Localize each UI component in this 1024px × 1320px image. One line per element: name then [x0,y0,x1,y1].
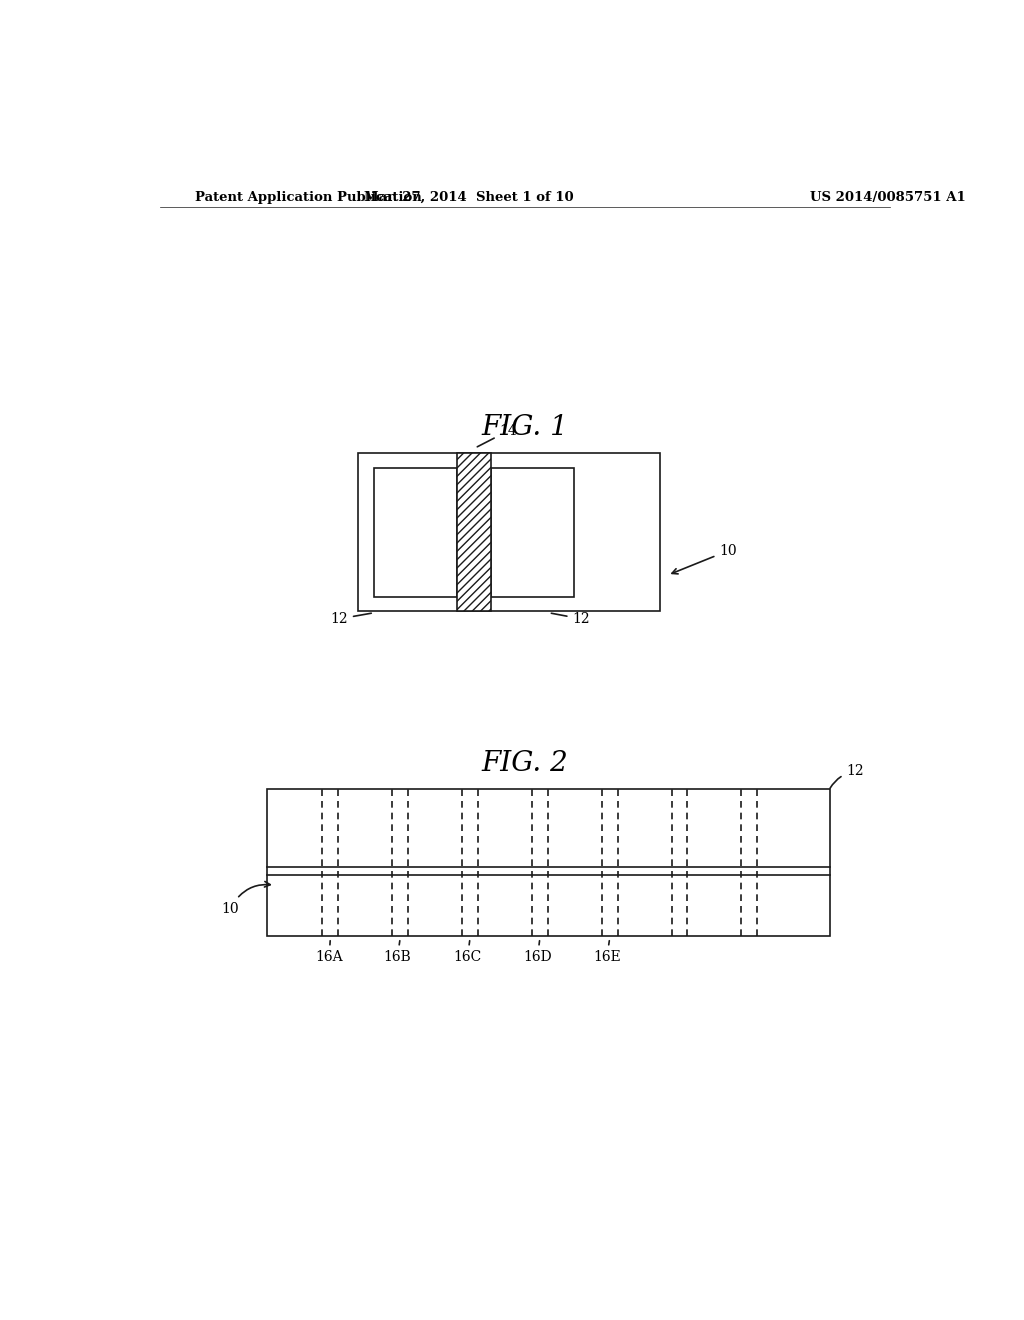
Bar [490,469,574,598]
Bar [267,788,830,936]
Text: US 2014/0085751 A1: US 2014/0085751 A1 [811,190,967,203]
Text: 10: 10 [672,544,737,574]
Text: 12: 12 [830,764,864,788]
Text: 14: 14 [477,424,517,446]
Text: 16B: 16B [384,941,412,965]
Text: FIG. 1: FIG. 1 [481,414,568,441]
Text: 10: 10 [221,882,270,916]
Text: 16C: 16C [454,941,481,965]
Text: 12: 12 [551,612,590,626]
Bar [458,453,490,611]
Text: 12: 12 [331,612,372,626]
Bar [374,469,458,598]
Text: 16D: 16D [523,941,552,965]
Text: 16A: 16A [315,941,343,965]
Text: 16E: 16E [593,941,621,965]
Text: Patent Application Publication: Patent Application Publication [196,190,422,203]
Text: Mar. 27, 2014  Sheet 1 of 10: Mar. 27, 2014 Sheet 1 of 10 [365,190,574,203]
Text: FIG. 2: FIG. 2 [481,750,568,776]
Bar [358,453,659,611]
